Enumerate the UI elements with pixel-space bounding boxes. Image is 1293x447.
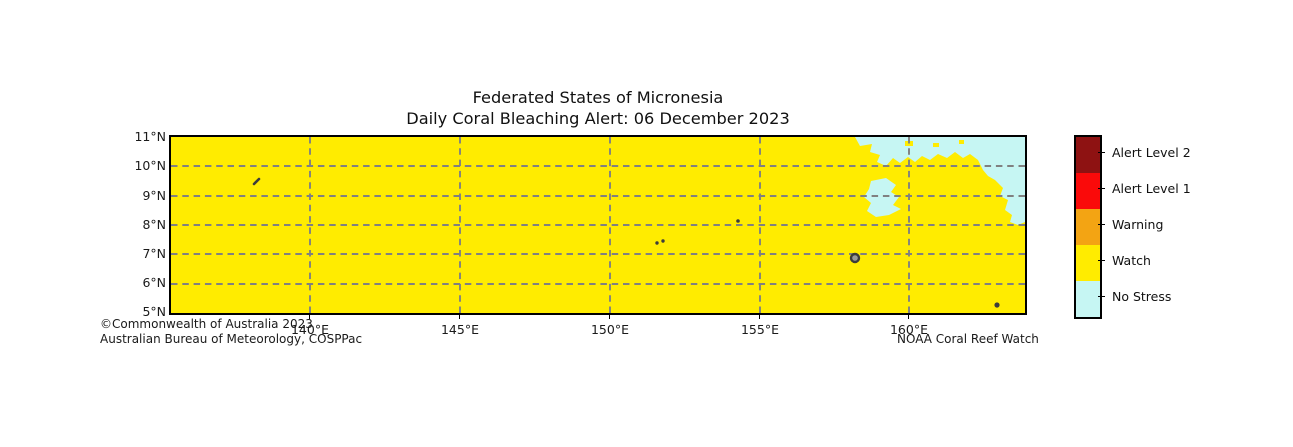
legend-tickmark	[1098, 188, 1105, 189]
legend-tickmark	[1098, 152, 1105, 153]
island-yap	[252, 177, 261, 186]
ytick-6n: 6°N	[142, 275, 166, 290]
xtick-150e: 150°E	[590, 322, 629, 337]
xtick-145e: 145°E	[440, 322, 479, 337]
island-kosrae	[994, 302, 1000, 308]
ytick-7n: 7°N	[142, 246, 166, 261]
ytick-8n: 8°N	[142, 217, 166, 232]
legend-tickmark	[1098, 296, 1105, 297]
island-atoll-small	[736, 219, 740, 223]
island-pohnpei	[849, 252, 861, 264]
watch-speck	[933, 143, 939, 147]
legend-swatch-watch	[1076, 245, 1100, 281]
xtickmark-150e	[609, 315, 610, 319]
credit-commonwealth: ©Commonwealth of Australia 2023	[100, 317, 313, 331]
alert-map-canvas	[171, 137, 1025, 313]
xtick-155e: 155°E	[740, 322, 779, 337]
legend-swatch-no-stress	[1076, 281, 1100, 317]
legend-label-no-stress: No Stress	[1112, 289, 1172, 304]
legend-tickmark	[1098, 224, 1105, 225]
xtick-160e: 160°E	[889, 322, 928, 337]
xtick-140e: 140°E	[290, 322, 329, 337]
legend-tickmark	[1098, 260, 1105, 261]
legend-label-alert-level-2: Alert Level 2	[1112, 145, 1191, 160]
watch-speck	[959, 140, 964, 144]
ytick-5n: 5°N	[142, 304, 166, 319]
ytick-9n: 9°N	[142, 188, 166, 203]
legend-label-watch: Watch	[1112, 253, 1151, 268]
island-chuuk-east	[661, 239, 665, 243]
ytick-10n: 10°N	[134, 158, 166, 173]
xtickmark-160e	[908, 315, 909, 319]
legend-label-alert-level-1: Alert Level 1	[1112, 181, 1191, 196]
alert-level-colorbar	[1074, 135, 1102, 319]
legend-swatch-alert-level-2	[1076, 137, 1100, 173]
alert-map-plot-area	[169, 135, 1027, 315]
legend-swatch-warning	[1076, 209, 1100, 245]
credit-noaa-crw: NOAA Coral Reef Watch	[897, 332, 1039, 346]
legend-swatch-alert-level-1	[1076, 173, 1100, 209]
no-stress-region	[855, 137, 1025, 225]
xtickmark-155e	[759, 315, 760, 319]
map-title-region: Federated States of Micronesia	[472, 88, 724, 107]
island-chuuk-west	[655, 241, 659, 245]
no-stress-blob	[864, 178, 901, 217]
watch-region	[171, 137, 1025, 313]
legend-label-warning: Warning	[1112, 217, 1164, 232]
xtickmark-140e	[309, 315, 310, 319]
ytick-11n: 11°N	[134, 129, 166, 144]
map-title-date: Daily Coral Bleaching Alert: 06 December…	[406, 109, 790, 128]
xtickmark-145e	[459, 315, 460, 319]
credit-bom-cosppac: Australian Bureau of Meteorology, COSPPa…	[100, 332, 363, 346]
